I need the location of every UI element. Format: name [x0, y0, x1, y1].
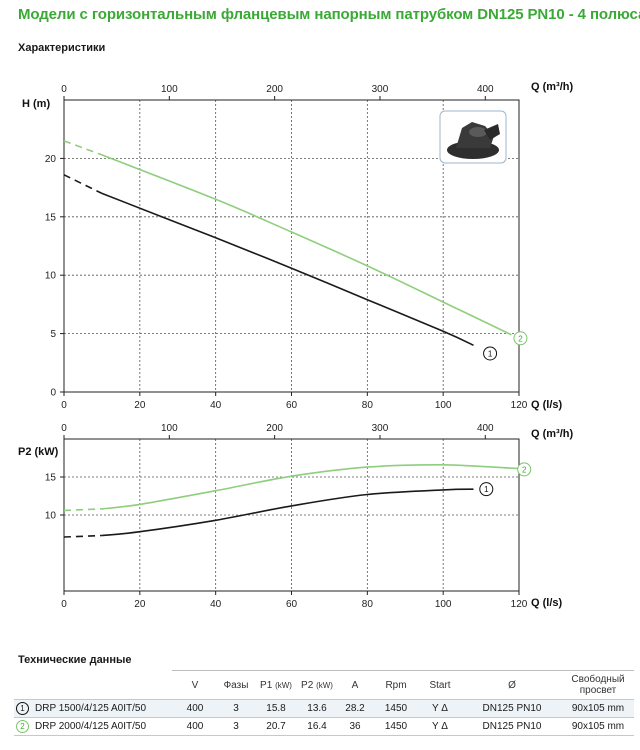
- power-x-axis-label-bottom: Q (l/s): [531, 597, 563, 609]
- page-title: Модели с горизонтальным фланцевым напорн…: [18, 6, 640, 23]
- p2-cell: 16.4: [298, 717, 336, 736]
- specs-header-p2: P2 (kW): [298, 670, 336, 700]
- model-cell: 1 DRP 1500/4/125 A0IT/50: [14, 699, 172, 718]
- model-cell: 2 DRP 2000/4/125 A0IT/50: [14, 717, 172, 736]
- power-x-tick-label: 60: [286, 599, 298, 610]
- head-x-tick-label: 0: [61, 400, 67, 411]
- power-y-axis-label: P2 (kW): [18, 446, 59, 458]
- power-series-2-line: [101, 463, 520, 510]
- curve-number-badge: 2: [16, 720, 29, 733]
- dn-cell: DN125 PN10: [462, 699, 562, 718]
- power-y-tick-label: 15: [45, 473, 57, 484]
- head-x-axis-label-bottom: Q (l/s): [531, 399, 563, 411]
- specs-header-model: [14, 670, 172, 700]
- head-x-tick-label: 80: [362, 400, 374, 411]
- head-top-tick-label: 0: [61, 84, 67, 95]
- voltage-cell: 400: [172, 699, 218, 718]
- head-series-1-dashed: [63, 174, 103, 195]
- power-top-tick-label: 400: [477, 423, 494, 434]
- table-row: 2 DRP 2000/4/125 A0IT/50 400 3 20.7 16.4 …: [14, 717, 634, 736]
- head-x-tick-label: 120: [511, 400, 528, 411]
- start-cell: Y Δ: [418, 717, 462, 736]
- specs-header-passage: Свободный просвет: [562, 670, 634, 700]
- power-top-tick-label: 200: [266, 423, 283, 434]
- head-series-2-badge: [513, 331, 528, 346]
- head-series-1-badge-label: 1: [488, 349, 493, 358]
- head-y-tick-label: 15: [45, 212, 57, 223]
- head-series-2-line: [101, 154, 512, 336]
- specs-header-row: V Фазы P1 (kW) P2 (kW) A Rpm Start Ø Сво…: [14, 670, 634, 700]
- power-series-1-dashed: [63, 534, 102, 538]
- rpm-cell: 1450: [374, 699, 418, 718]
- curve-number-badge: 1: [16, 702, 29, 715]
- specs-header-start: Start: [418, 670, 462, 700]
- power-x-tick-label: 40: [210, 599, 222, 610]
- power-series-1-badge-label: 1: [484, 485, 489, 494]
- head-series-1-line: [101, 192, 474, 347]
- power-series-1-line: [101, 488, 474, 537]
- head-series-1-badge: [483, 346, 498, 361]
- head-y-tick-label: 5: [50, 329, 56, 340]
- pump-thumbnail: [439, 110, 507, 164]
- power-series-1-badge: [479, 482, 494, 497]
- rpm-cell: 1450: [374, 717, 418, 736]
- head-top-tick-label: 300: [372, 84, 389, 95]
- specs-header-v: V: [172, 670, 218, 700]
- head-top-tick-label: 100: [161, 84, 178, 95]
- dn-cell: DN125 PN10: [462, 717, 562, 736]
- power-x-axis-label-top: Q (m³/h): [531, 428, 573, 440]
- head-series-2-dashed: [63, 140, 103, 156]
- power-x-tick-label: 100: [435, 599, 452, 610]
- section-title-characteristics: Характеристики: [18, 42, 106, 54]
- power-y-tick-label: 10: [45, 511, 57, 522]
- power-x-tick-label: 20: [134, 599, 146, 610]
- head-x-tick-label: 60: [286, 400, 298, 411]
- start-cell: Y Δ: [418, 699, 462, 718]
- current-cell: 36: [336, 717, 374, 736]
- passage-cell: 90x105 mm: [562, 699, 634, 718]
- specs-table: V Фазы P1 (kW) P2 (kW) A Rpm Start Ø Сво…: [14, 670, 634, 736]
- head-y-tick-label: 10: [45, 271, 57, 282]
- p1-cell: 20.7: [254, 717, 298, 736]
- power-top-tick-label: 0: [61, 423, 67, 434]
- head-y-tick-label: 0: [50, 388, 56, 399]
- power-series-2-dashed: [63, 508, 102, 512]
- head-x-tick-label: 40: [210, 400, 222, 411]
- p1-cell: 15.8: [254, 699, 298, 718]
- phases-cell: 3: [218, 717, 254, 736]
- head-x-tick-label: 100: [435, 400, 452, 411]
- power-x-tick-label: 0: [61, 599, 67, 610]
- specs-header-a: A: [336, 670, 374, 700]
- head-top-tick-label: 400: [477, 84, 494, 95]
- p2-cell: 13.6: [298, 699, 336, 718]
- phases-cell: 3: [218, 699, 254, 718]
- table-row: 1 DRP 1500/4/125 A0IT/50 400 3 15.8 13.6 …: [14, 699, 634, 718]
- specs-header-dn: Ø: [462, 670, 562, 700]
- voltage-cell: 400: [172, 717, 218, 736]
- current-cell: 28.2: [336, 699, 374, 718]
- power-x-tick-label: 120: [511, 599, 528, 610]
- head-x-tick-label: 20: [134, 400, 146, 411]
- head-x-axis-label-top: Q (m³/h): [531, 81, 573, 93]
- power-series-2-badge-label: 2: [522, 465, 527, 474]
- specs-header-rpm: Rpm: [374, 670, 418, 700]
- power-series-2-badge: [517, 462, 532, 477]
- power-x-tick-label: 80: [362, 599, 374, 610]
- specs-header-phases: Фазы: [218, 670, 254, 700]
- specs-title: Технические данные: [18, 654, 132, 666]
- head-y-axis-label: H (m): [22, 98, 50, 110]
- passage-cell: 90x105 mm: [562, 717, 634, 736]
- head-series-2-badge-label: 2: [518, 334, 523, 343]
- head-top-tick-label: 200: [266, 84, 283, 95]
- head-y-tick-label: 20: [45, 154, 57, 165]
- specs-header-p1: P1 (kW): [254, 670, 298, 700]
- power-top-tick-label: 300: [372, 423, 389, 434]
- power-top-tick-label: 100: [161, 423, 178, 434]
- power-chart: 0 20 40 60 80 100 120 0 100 200 300 400 10 15 1 2 P2 (…: [18, 423, 573, 610]
